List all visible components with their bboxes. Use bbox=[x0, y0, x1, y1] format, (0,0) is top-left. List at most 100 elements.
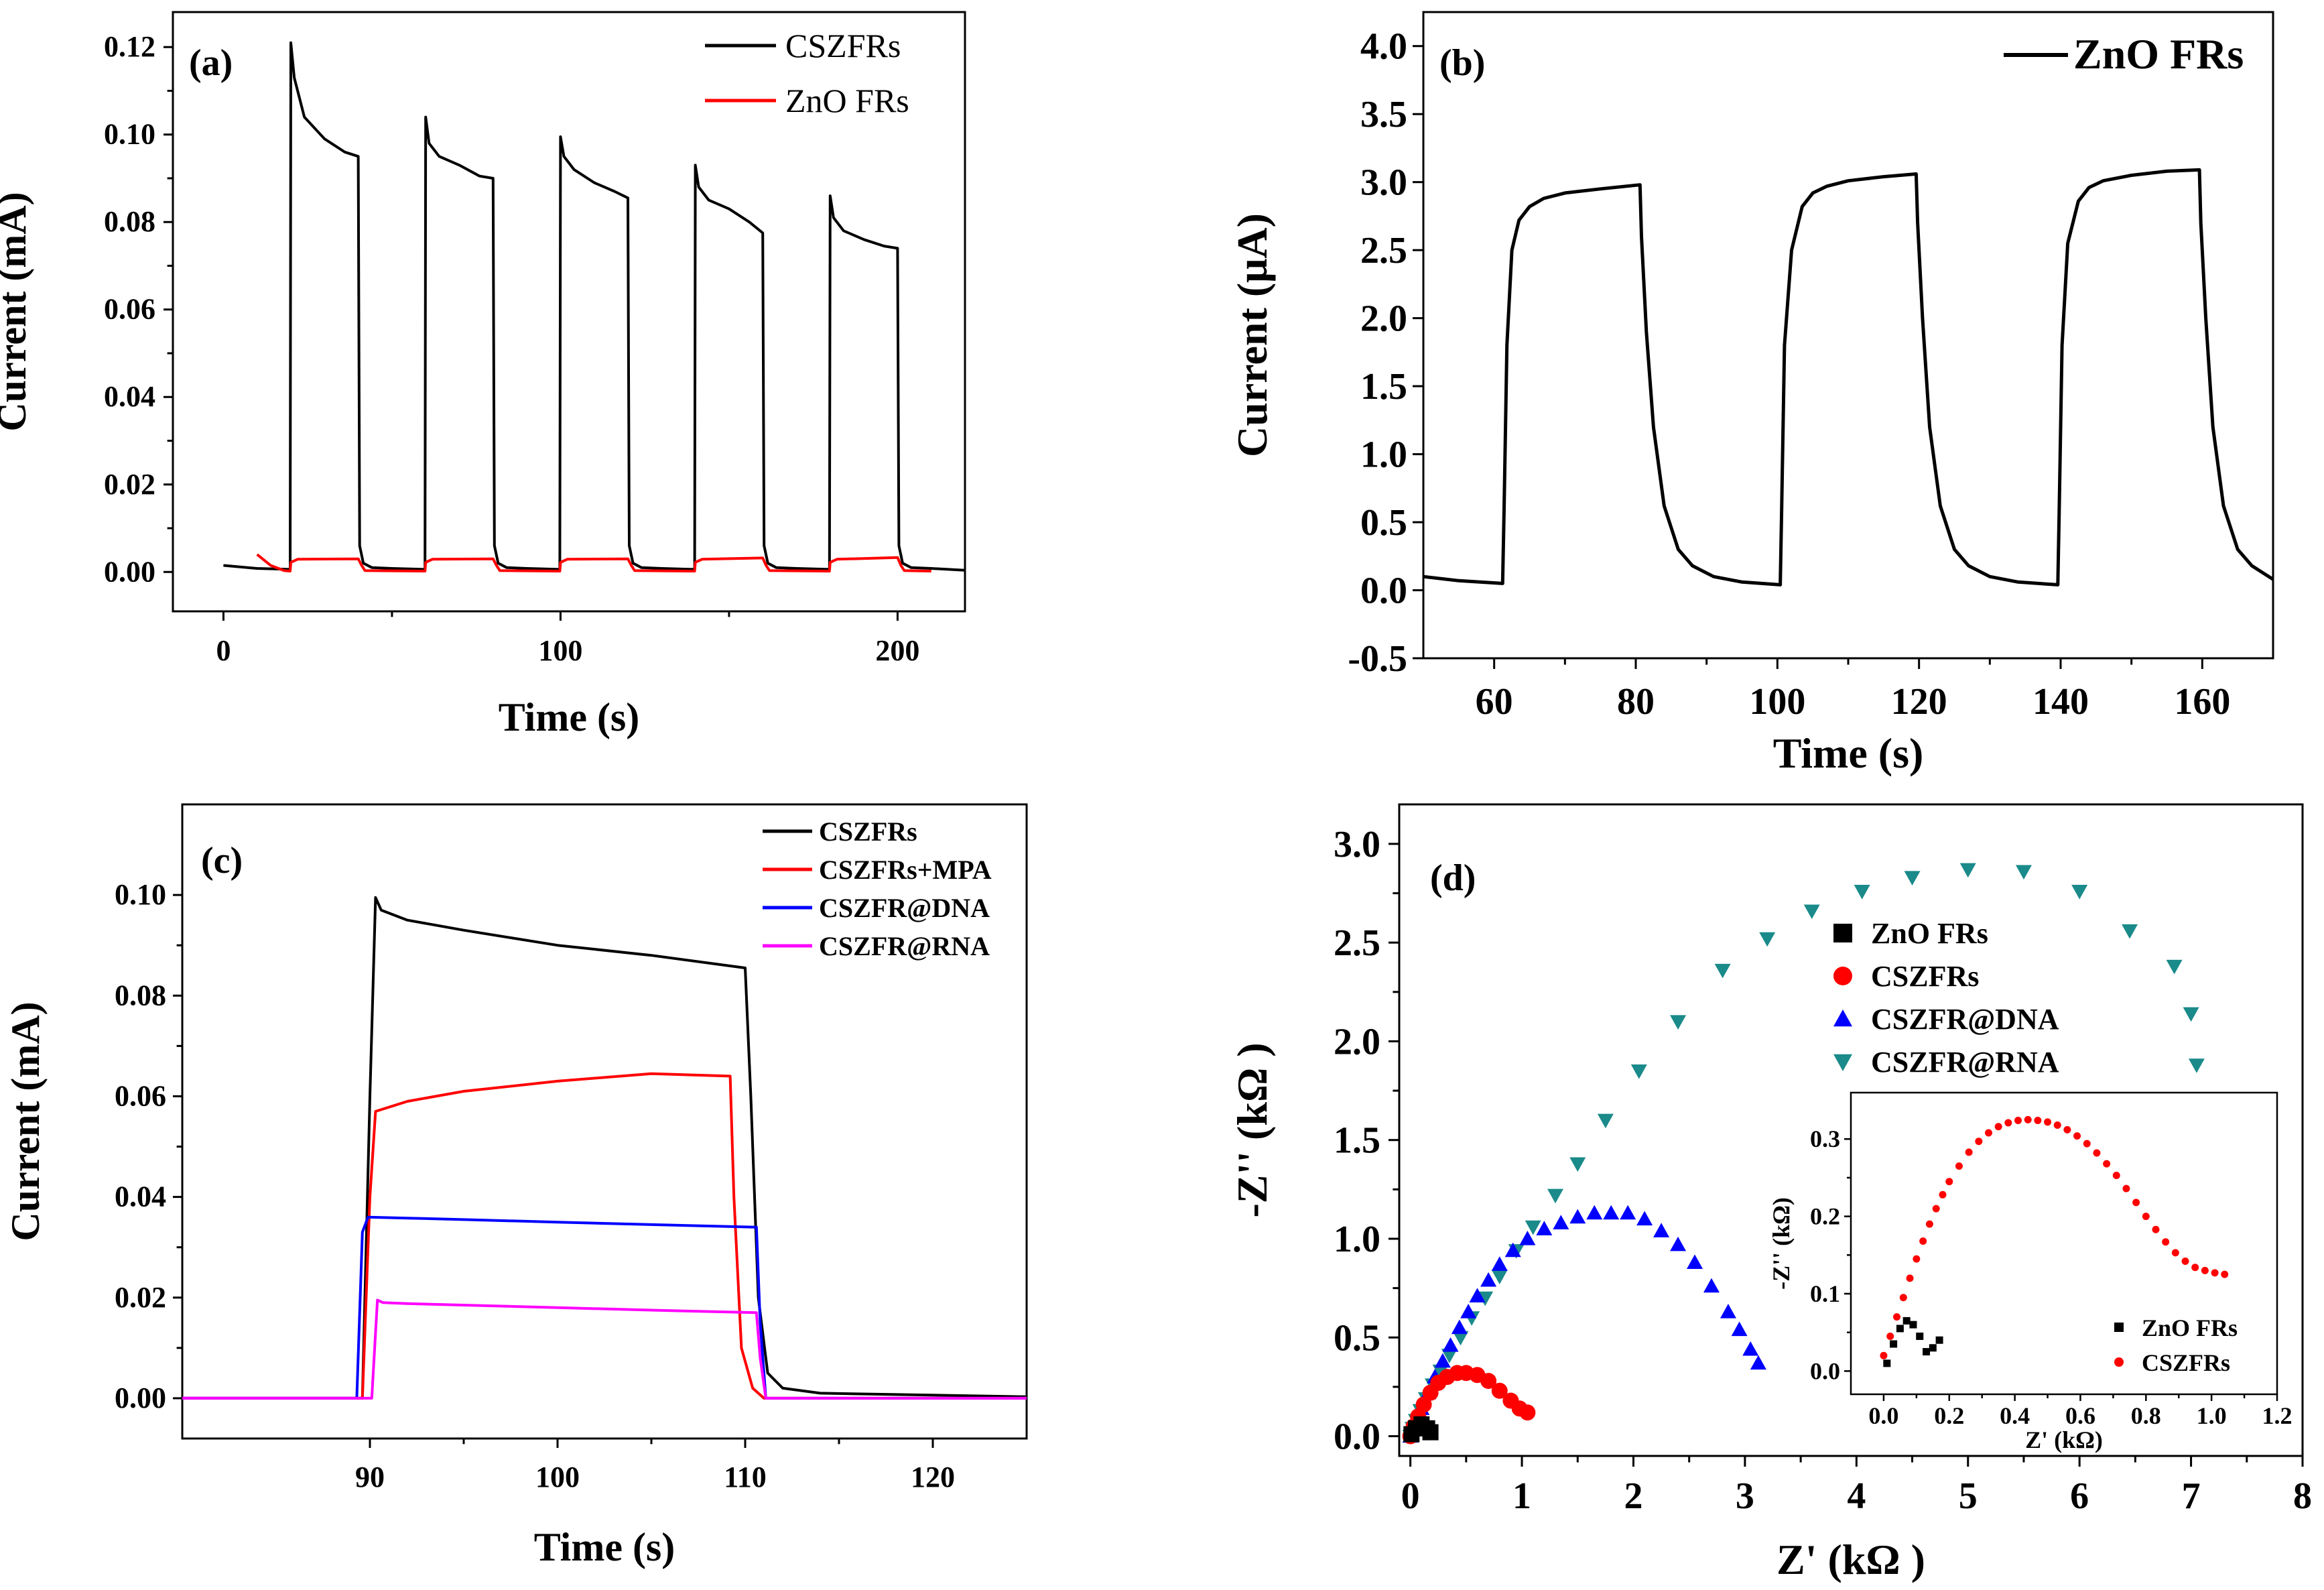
x-tick-label: 4 bbox=[1847, 1475, 1866, 1517]
data-marker bbox=[1491, 1256, 1508, 1271]
x-tick-label: 1.2 bbox=[2262, 1402, 2293, 1429]
data-marker bbox=[1519, 1404, 1536, 1421]
y-tick-label: 4.0 bbox=[1360, 26, 1407, 68]
inset-data-marker bbox=[1939, 1190, 1947, 1199]
data-marker bbox=[1422, 1424, 1439, 1441]
inset-legend-entry: ZnO FRs bbox=[2142, 1314, 2238, 1341]
inset-data-marker bbox=[1932, 1205, 1940, 1213]
x-tick-label: 3 bbox=[1736, 1475, 1754, 1517]
data-marker bbox=[1750, 1355, 1766, 1370]
inset-data-marker bbox=[1955, 1162, 1963, 1170]
x-tick-label: 120 bbox=[911, 1461, 955, 1493]
plot-frame bbox=[1398, 803, 2304, 1457]
y-tick-label: 0.06 bbox=[115, 1079, 166, 1112]
inset-data-marker bbox=[2083, 1140, 2091, 1148]
x-tick-label: 1.0 bbox=[2197, 1402, 2227, 1429]
data-marker bbox=[1687, 1254, 1703, 1269]
y-tick-label: 0.00 bbox=[115, 1382, 166, 1414]
data-marker bbox=[2166, 959, 2183, 975]
inset-data-marker bbox=[2103, 1160, 2111, 1168]
inset-data-marker bbox=[2073, 1132, 2081, 1140]
inset-data-marker bbox=[1906, 1274, 1914, 1282]
data-marker bbox=[1432, 1364, 1449, 1380]
legend-entry: CSZFR@DNA bbox=[819, 893, 990, 923]
inset-legend-swatch bbox=[2114, 1323, 2124, 1332]
inset-data-marker bbox=[2053, 1121, 2061, 1129]
y-tick-label: 0.04 bbox=[104, 380, 155, 413]
y-tick-label: 0.3 bbox=[1810, 1125, 1840, 1152]
inset-legend-swatch bbox=[2114, 1357, 2124, 1367]
x-tick-label: 110 bbox=[724, 1461, 767, 1493]
inset-data-marker bbox=[2112, 1171, 2120, 1179]
y-tick-label: 0.02 bbox=[115, 1281, 166, 1314]
panel-c: 90 100 110 120 0.00 0.02 0.04 0.06 0.08 0.10 (c) Ti… bbox=[3, 803, 1028, 1569]
y-tick-label: 0.5 bbox=[1334, 1317, 1380, 1359]
y-tick-label: 0.08 bbox=[115, 979, 166, 1012]
inset-legend-entry: CSZFRs bbox=[2142, 1349, 2230, 1376]
data-marker bbox=[2015, 865, 2032, 880]
data-marker bbox=[1714, 963, 1731, 979]
inset-data-marker bbox=[2152, 1225, 2160, 1233]
data-marker bbox=[2188, 1058, 2205, 1073]
y-tick-label: 2.0 bbox=[1360, 298, 1407, 340]
inset-data-marker bbox=[1880, 1351, 1888, 1359]
data-marker bbox=[1525, 1220, 1541, 1235]
inset-data-marker bbox=[2162, 1238, 2170, 1246]
data-marker bbox=[1904, 871, 1921, 885]
series-line-zno-frs bbox=[256, 553, 931, 572]
x-tick-label: 80 bbox=[1617, 681, 1655, 723]
x-tick-label: 200 bbox=[875, 634, 919, 667]
x-tick-label: 7 bbox=[2182, 1475, 2201, 1517]
inset-data-marker bbox=[1883, 1359, 1891, 1367]
series-line-zno-frs bbox=[1423, 168, 2274, 587]
inset-data-marker bbox=[2142, 1213, 2150, 1221]
data-marker bbox=[1415, 1396, 1432, 1413]
data-marker bbox=[1703, 1278, 1720, 1293]
data-marker bbox=[1620, 1205, 1636, 1220]
inset-data-marker bbox=[1909, 1321, 1917, 1329]
inset-data-marker bbox=[1984, 1129, 1992, 1137]
inset-data-marker bbox=[2191, 1264, 2199, 1272]
inset-data-marker bbox=[2044, 1118, 2052, 1126]
data-marker bbox=[1460, 1303, 1477, 1319]
legend-swatch bbox=[1833, 967, 1852, 985]
inset-data-marker bbox=[1892, 1313, 1900, 1321]
y-tick-label: 0.06 bbox=[104, 293, 155, 326]
data-marker bbox=[1586, 1205, 1603, 1220]
series-line-cszfr-rna bbox=[182, 1298, 1027, 1400]
y-axis-label: Current (μA) bbox=[1228, 213, 1276, 457]
legend-entry: CSZFR@RNA bbox=[1871, 1046, 2059, 1079]
data-marker bbox=[1441, 1349, 1458, 1363]
legend-entry: CSZFRs bbox=[785, 27, 901, 64]
y-tick-label: 0.08 bbox=[104, 205, 155, 238]
y-tick-label: 0.1 bbox=[1810, 1280, 1840, 1307]
y-tick-label: 0.12 bbox=[104, 30, 155, 63]
x-tick-label: 100 bbox=[1749, 681, 1805, 723]
legend-swatch bbox=[1833, 1010, 1852, 1027]
x-tick-label: 60 bbox=[1476, 681, 1513, 723]
legend-swatch bbox=[1833, 924, 1852, 942]
y-axis-label: Current (mA) bbox=[3, 1001, 48, 1241]
panel-label: (d) bbox=[1430, 857, 1476, 899]
y-tick-label: 2.0 bbox=[1334, 1021, 1380, 1062]
legend-entry: CSZFRs bbox=[819, 816, 917, 847]
legend: CSZFRs CSZFRs+MPA CSZFR@DNA CSZFR@RNA bbox=[763, 816, 992, 961]
inset-data-marker bbox=[2122, 1184, 2130, 1192]
data-marker bbox=[1670, 1236, 1687, 1251]
x-tick-label: 0 bbox=[216, 634, 231, 667]
data-marker bbox=[1670, 1015, 1687, 1030]
legend-entry: CSZFR@RNA bbox=[819, 931, 990, 961]
inset-data-marker bbox=[2201, 1266, 2209, 1274]
plot-frame bbox=[172, 11, 966, 613]
x-axis-label: Time (s) bbox=[534, 1525, 675, 1569]
data-marker bbox=[1491, 1382, 1508, 1399]
x-tick-label: 0.8 bbox=[2131, 1402, 2161, 1429]
series-line-cszfrs bbox=[182, 896, 1027, 1400]
legend-entry: CSZFRs bbox=[1871, 960, 1979, 993]
inset-data-marker bbox=[2034, 1117, 2042, 1125]
data-marker bbox=[1636, 1211, 1653, 1226]
y-tick-label: 0.0 bbox=[1334, 1416, 1380, 1458]
inset-data-marker bbox=[1929, 1344, 1937, 1352]
inset-data-marker bbox=[2171, 1249, 2179, 1257]
